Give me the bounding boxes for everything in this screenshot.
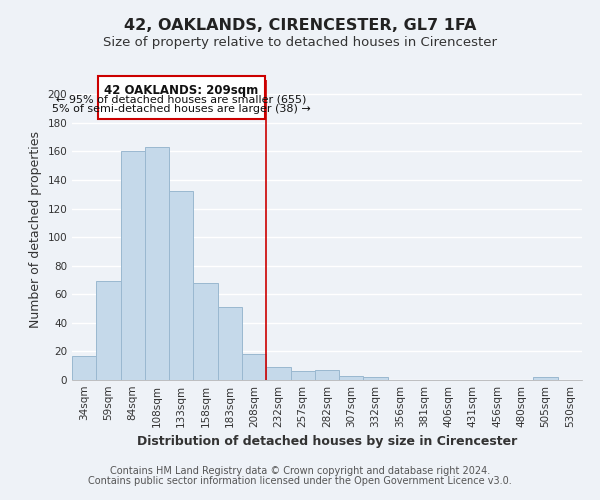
Bar	[121, 152, 145, 380]
Bar	[193, 283, 218, 380]
Bar	[364, 377, 388, 380]
Text: Contains HM Land Registry data © Crown copyright and database right 2024.: Contains HM Land Registry data © Crown c…	[110, 466, 490, 476]
Bar	[315, 370, 339, 380]
Text: 42 OAKLANDS: 209sqm: 42 OAKLANDS: 209sqm	[104, 84, 259, 98]
X-axis label: Distribution of detached houses by size in Cirencester: Distribution of detached houses by size …	[137, 436, 517, 448]
Text: Size of property relative to detached houses in Cirencester: Size of property relative to detached ho…	[103, 36, 497, 49]
Bar	[72, 356, 96, 380]
Bar	[97, 76, 265, 118]
Y-axis label: Number of detached properties: Number of detached properties	[29, 132, 42, 328]
Bar	[533, 377, 558, 380]
Text: ← 95% of detached houses are smaller (655): ← 95% of detached houses are smaller (65…	[56, 94, 307, 104]
Bar	[266, 367, 290, 380]
Bar	[169, 192, 193, 380]
Text: Contains public sector information licensed under the Open Government Licence v3: Contains public sector information licen…	[88, 476, 512, 486]
Bar	[145, 147, 169, 380]
Bar	[218, 307, 242, 380]
Text: 42, OAKLANDS, CIRENCESTER, GL7 1FA: 42, OAKLANDS, CIRENCESTER, GL7 1FA	[124, 18, 476, 32]
Bar	[242, 354, 266, 380]
Text: 5% of semi-detached houses are larger (38) →: 5% of semi-detached houses are larger (3…	[52, 104, 311, 115]
Bar	[290, 372, 315, 380]
Bar	[339, 376, 364, 380]
Bar	[96, 282, 121, 380]
